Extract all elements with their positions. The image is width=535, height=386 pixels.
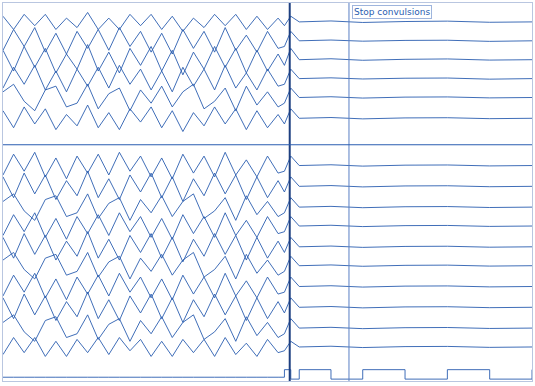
svg-text:Stop convulsions: Stop convulsions: [354, 7, 430, 17]
